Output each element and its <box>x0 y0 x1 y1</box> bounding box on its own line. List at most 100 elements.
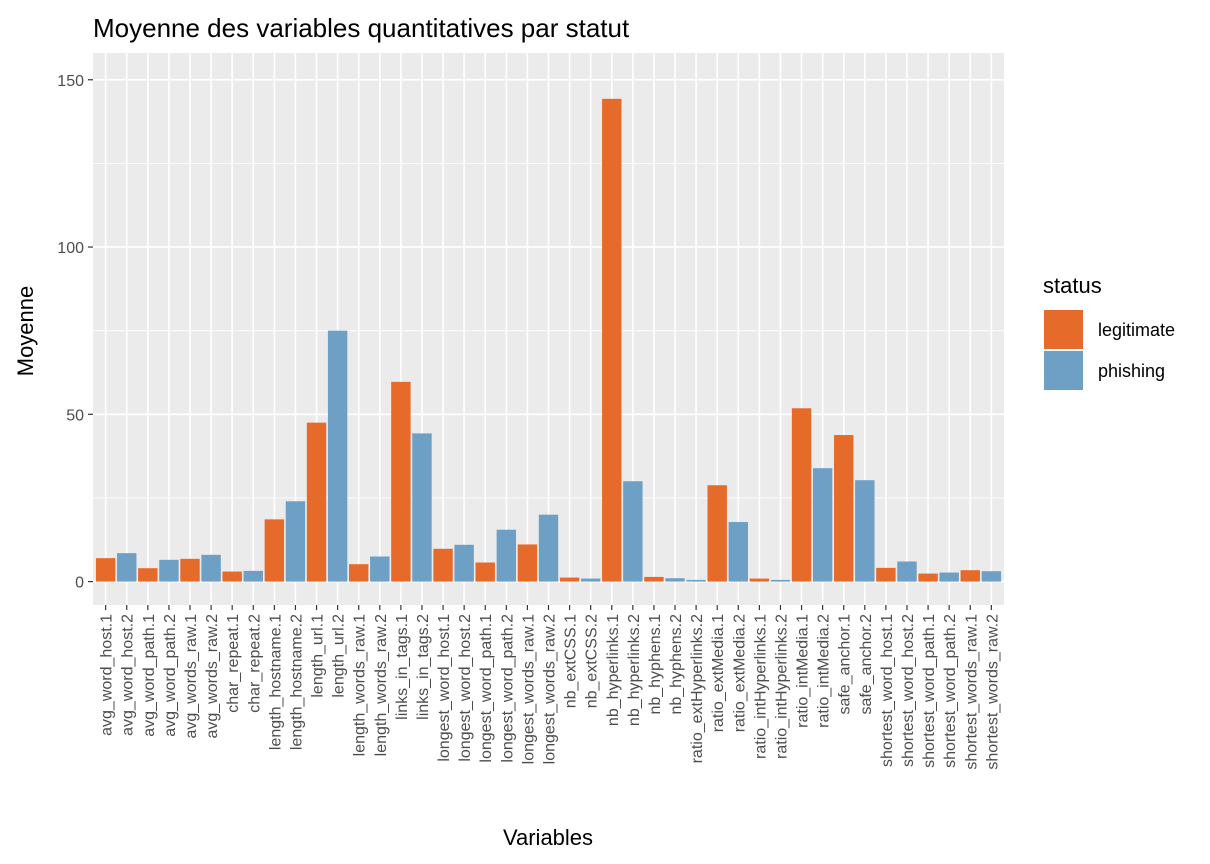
bar-phishing-ratio-intMedia-2 <box>812 468 833 582</box>
bar-phishing-avg-word-path-2 <box>159 559 179 582</box>
x-tick-label: char_repeat.1 <box>225 614 242 713</box>
bar-phishing-char-repeat-2 <box>243 570 263 582</box>
bar-phishing-length-hostname-2 <box>285 501 306 582</box>
x-tick-label: longest_words_raw.1 <box>520 614 537 764</box>
bar-phishing-avg-words-raw-2 <box>201 554 221 582</box>
x-tick-label: longest_word_path.1 <box>478 614 495 763</box>
bar-phishing-avg-word-host-2 <box>117 553 137 582</box>
y-tick-label: 150 <box>57 73 84 90</box>
x-tick-label: longest_word_host.1 <box>436 614 453 762</box>
bar-phishing-longest-word-host-2 <box>454 544 474 582</box>
bar-legitimate-shortest-word-host-1 <box>876 567 896 582</box>
bar-legitimate-links-in-tags-1 <box>391 381 411 582</box>
y-tick-label: 0 <box>75 575 84 592</box>
bar-legitimate-avg-words-raw-1 <box>180 558 200 582</box>
bar-phishing-ratio-intHyperlinks-2 <box>770 579 791 582</box>
bar-legitimate-avg-word-host-1 <box>95 558 116 582</box>
x-tick-label: shortest_words_raw.2 <box>984 614 1001 770</box>
legend-label-legitimate: legitimate <box>1098 320 1175 340</box>
bar-legitimate-ratio-extMedia-1 <box>707 485 727 582</box>
bar-legitimate-length-url-1 <box>306 422 327 582</box>
x-tick-label: avg_word_path.1 <box>141 614 158 737</box>
x-tick-label: shortest_word_path.1 <box>921 614 938 768</box>
legend-key-phishing <box>1044 351 1083 390</box>
x-tick-label: length_url.1 <box>310 614 327 698</box>
bar-phishing-links-in-tags-2 <box>412 433 432 582</box>
bar-legitimate-length-words-raw-1 <box>349 564 369 582</box>
x-tick-label: ratio_intHyperlinks.1 <box>752 614 769 759</box>
x-tick-label: nb_hyphens.2 <box>668 614 685 715</box>
bar-phishing-length-url-2 <box>327 330 348 582</box>
bar-phishing-shortest-word-path-2 <box>939 572 959 582</box>
x-tick-label: avg_word_host.1 <box>99 614 116 736</box>
x-tick-label: nb_hyphens.1 <box>647 614 664 715</box>
x-tick-label: safe_anchor.1 <box>837 614 854 715</box>
x-axis-title: Variables <box>503 825 593 850</box>
bars <box>95 98 1002 582</box>
x-tick-label: longest_word_path.2 <box>499 614 516 763</box>
x-tick-label: length_hostname.2 <box>288 614 305 750</box>
bar-phishing-ratio-extMedia-2 <box>728 522 748 582</box>
bar-phishing-ratio-extHyperlinks-2 <box>686 579 706 582</box>
legend-key-legitimate <box>1044 310 1083 349</box>
bar-legitimate-safe-anchor-1 <box>834 435 854 582</box>
y-tick-label: 50 <box>66 407 84 424</box>
bar-legitimate-length-hostname-1 <box>264 519 285 582</box>
x-tick-label: ratio_extMedia.2 <box>731 614 748 732</box>
bar-legitimate-longest-words-raw-1 <box>517 544 538 582</box>
bar-legitimate-shortest-word-path-1 <box>918 573 938 582</box>
bar-legitimate-longest-word-path-1 <box>475 562 495 582</box>
bar-phishing-nb-hyperlinks-2 <box>623 481 643 582</box>
legend-label-phishing: phishing <box>1098 361 1165 381</box>
bar-phishing-longest-word-path-2 <box>496 529 517 582</box>
x-tick-label: nb_hyperlinks.2 <box>626 614 643 726</box>
x-tick-label: shortest_words_raw.1 <box>963 614 980 770</box>
bar-legitimate-nb-hyphens-1 <box>644 576 664 582</box>
x-tick-label: ratio_intHyperlinks.2 <box>773 614 790 759</box>
x-tick-label: longest_word_host.2 <box>457 614 474 762</box>
bar-legitimate-nb-hyperlinks-1 <box>602 98 622 582</box>
x-tick-label: shortest_word_path.2 <box>942 614 959 768</box>
x-tick-label: ratio_extMedia.1 <box>710 614 727 732</box>
chart-title: Moyenne des variables quantitatives par … <box>93 13 630 43</box>
bar-phishing-nb-hyphens-2 <box>665 578 685 582</box>
bar-legitimate-char-repeat-1 <box>222 571 242 582</box>
y-axis-title: Moyenne <box>13 286 38 377</box>
bar-phishing-longest-words-raw-2 <box>538 514 559 582</box>
bar-phishing-safe-anchor-2 <box>855 480 875 582</box>
x-tick-label: length_url.2 <box>331 614 348 698</box>
y-tick-label: 100 <box>57 240 84 257</box>
x-tick-label: length_hostname.1 <box>267 614 284 750</box>
bar-legitimate-avg-word-path-1 <box>138 568 158 582</box>
bar-legitimate-longest-word-host-1 <box>433 548 453 582</box>
bar-legitimate-shortest-words-raw-1 <box>960 570 980 582</box>
x-tick-label: length_words_raw.1 <box>352 614 369 756</box>
legend: status legitimate phishing <box>1043 273 1175 390</box>
x-axis: avg_word_host.1 avg_word_host.2 avg_word_p… <box>99 605 1001 770</box>
x-tick-label: char_repeat.2 <box>246 614 263 713</box>
x-tick-label: avg_words_raw.2 <box>204 614 221 739</box>
x-tick-label: links_in_tags.2 <box>415 614 432 720</box>
x-tick-label: avg_word_path.2 <box>162 614 179 737</box>
x-tick-label: nb_extCSS.2 <box>584 614 601 708</box>
bar-phishing-shortest-words-raw-2 <box>981 571 1002 582</box>
x-tick-label: longest_words_raw.2 <box>542 614 559 764</box>
x-tick-label: nb_extCSS.1 <box>563 614 580 708</box>
bar-legitimate-ratio-intMedia-1 <box>791 408 812 582</box>
x-tick-label: avg_words_raw.1 <box>183 614 200 739</box>
x-tick-label: safe_anchor.2 <box>858 614 875 715</box>
bar-legitimate-nb-extCSS-1 <box>559 577 580 582</box>
x-tick-label: length_words_raw.2 <box>373 614 390 756</box>
x-tick-label: shortest_word_host.1 <box>879 614 896 767</box>
x-tick-label: avg_word_host.2 <box>120 614 137 736</box>
x-tick-label: shortest_word_host.2 <box>900 614 917 767</box>
x-tick-label: ratio_intMedia.2 <box>816 614 833 728</box>
bar-phishing-nb-extCSS-2 <box>580 578 601 582</box>
x-tick-label: ratio_intMedia.1 <box>795 614 812 728</box>
bar-legitimate-ratio-intHyperlinks-1 <box>749 578 770 582</box>
x-tick-label: ratio_extHyperlinks.2 <box>689 614 706 764</box>
x-tick-label: links_in_tags.1 <box>394 614 411 720</box>
x-tick-label: nb_hyperlinks.1 <box>605 614 622 726</box>
y-axis: 0 50 100 150 <box>57 73 93 592</box>
